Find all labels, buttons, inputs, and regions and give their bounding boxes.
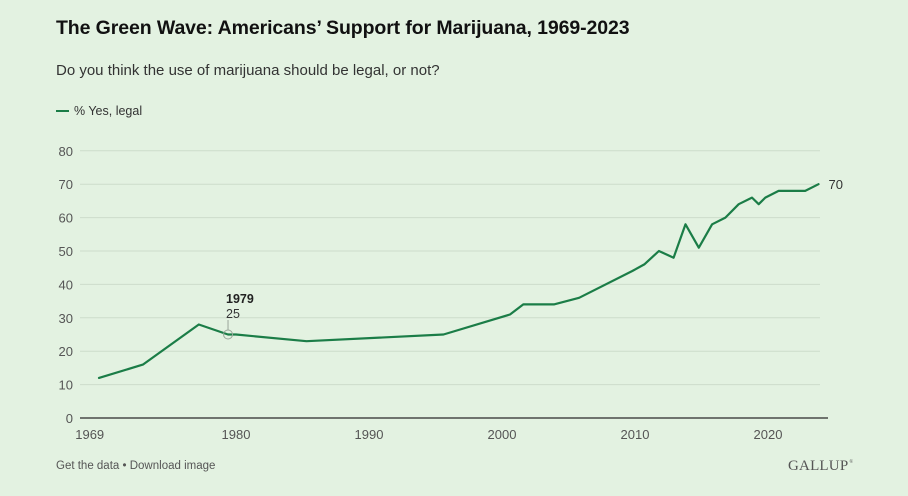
data-point xyxy=(711,223,714,226)
data-point xyxy=(227,333,230,336)
data-point xyxy=(305,340,308,343)
download-image-link[interactable]: Download image xyxy=(129,460,216,472)
x-axis-ticks: 1969 1980 1990 2000 2010 2020 xyxy=(75,427,782,442)
y-tick-label: 20 xyxy=(59,344,73,359)
data-point xyxy=(522,303,525,306)
gridlines xyxy=(80,150,828,419)
series-line xyxy=(97,183,820,379)
data-point xyxy=(98,376,101,379)
x-tick-label: 2010 xyxy=(621,427,650,442)
annotation-year: 1979 xyxy=(226,292,254,306)
data-point xyxy=(737,203,740,206)
data-point xyxy=(764,196,767,199)
x-tick-label: 1969 xyxy=(75,427,104,442)
data-point xyxy=(757,203,760,206)
y-axis-ticks: 0 10 20 30 40 50 60 70 80 xyxy=(59,144,73,426)
data-point xyxy=(697,246,700,249)
data-point xyxy=(751,196,754,199)
data-point xyxy=(197,323,200,326)
y-tick-label: 40 xyxy=(59,277,73,292)
chart-title: The Green Wave: Americans’ Support for M… xyxy=(56,17,630,39)
data-point xyxy=(817,183,820,186)
x-tick-label: 2020 xyxy=(754,427,783,442)
y-tick-label: 50 xyxy=(59,244,73,259)
separator: • xyxy=(122,460,127,472)
y-tick-label: 70 xyxy=(59,177,73,192)
data-point xyxy=(672,256,675,259)
y-tick-label: 30 xyxy=(59,311,73,326)
y-tick-label: 0 xyxy=(66,411,73,426)
legend-swatch xyxy=(56,109,69,113)
data-point xyxy=(684,223,687,226)
data-point xyxy=(724,216,727,219)
data-point xyxy=(552,303,555,306)
y-tick-label: 60 xyxy=(59,211,73,226)
data-point xyxy=(442,333,445,336)
x-tick-label: 1990 xyxy=(355,427,384,442)
data-point xyxy=(141,363,144,366)
logo-text: GALLUP xyxy=(788,458,849,474)
legend-label: % Yes, legal xyxy=(74,104,143,118)
chart-subtitle: Do you think the use of marijuana should… xyxy=(56,62,440,79)
gallup-logo: GALLUP® xyxy=(788,458,853,475)
data-point xyxy=(804,189,807,192)
data-point xyxy=(508,313,511,316)
x-tick-label: 2000 xyxy=(488,427,517,442)
data-point xyxy=(578,296,581,299)
data-point xyxy=(790,189,793,192)
series-group xyxy=(97,183,820,379)
y-tick-label: 80 xyxy=(59,144,73,159)
footer-links: Get the data • Download image xyxy=(56,460,215,472)
data-point xyxy=(631,270,634,273)
data-point xyxy=(235,333,238,336)
data-point xyxy=(657,250,660,253)
legend: % Yes, legal xyxy=(56,104,142,118)
registered-mark: ® xyxy=(849,460,854,465)
y-tick-label: 10 xyxy=(59,378,73,393)
end-value-label: 70 xyxy=(829,177,843,192)
annotation-value: 25 xyxy=(226,307,240,321)
data-point xyxy=(777,189,780,192)
get-data-link[interactable]: Get the data xyxy=(56,460,120,472)
data-point xyxy=(643,263,646,266)
x-tick-label: 1980 xyxy=(222,427,251,442)
